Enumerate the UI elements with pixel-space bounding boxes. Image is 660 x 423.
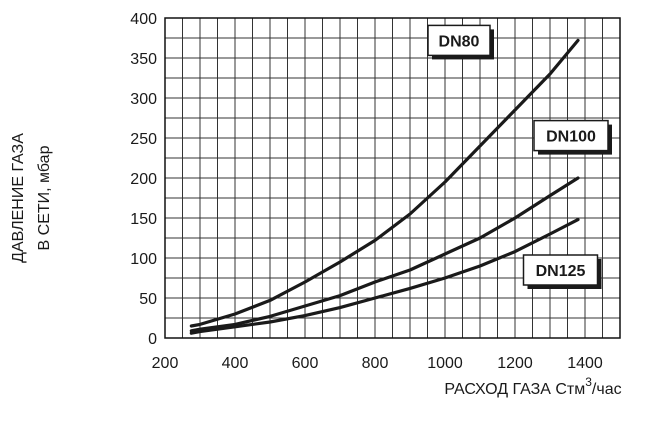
y-tick-label: 350 bbox=[130, 51, 157, 68]
series-lines bbox=[189, 38, 580, 335]
series-label-dn125: DN125 bbox=[536, 263, 586, 280]
y-tick-label: 150 bbox=[130, 211, 157, 228]
series-labels: DN80 DN100 DN125 bbox=[427, 24, 612, 289]
series-label-dn100: DN100 bbox=[546, 129, 596, 146]
tick-labels: 200 400 600 800 1000 1200 1400 0 50 100 150 200 250 3… bbox=[130, 11, 603, 372]
y-tick-label: 100 bbox=[130, 251, 157, 268]
y-axis-label-line1: ДАВЛЕНИЕ ГАЗА bbox=[10, 133, 27, 263]
plot-frame bbox=[164, 17, 621, 339]
x-tick-label: 1400 bbox=[567, 355, 603, 372]
series-label-box bbox=[522, 254, 599, 286]
y-axis-label-line2: В СЕТИ, мбар bbox=[36, 145, 53, 250]
y-tick-label: 200 bbox=[130, 171, 157, 188]
y-tick-label: 50 bbox=[139, 291, 157, 308]
x-tick-label: 400 bbox=[222, 355, 249, 372]
series-line-dn80 bbox=[189, 38, 580, 328]
x-axis-label: РАСХОД ГАЗА Стм3/час bbox=[444, 375, 621, 398]
y-tick-label: 300 bbox=[130, 91, 157, 108]
grid bbox=[164, 17, 621, 339]
y-tick-label: 400 bbox=[130, 11, 157, 28]
series-label-box bbox=[427, 24, 491, 57]
y-tick-label: 0 bbox=[148, 331, 157, 348]
y-tick-label: 250 bbox=[130, 131, 157, 148]
x-tick-label: 800 bbox=[362, 355, 389, 372]
series-line-dn100 bbox=[189, 176, 580, 333]
x-tick-label: 200 bbox=[152, 355, 179, 372]
x-tick-label: 1200 bbox=[497, 355, 533, 372]
series-label-dn80: DN80 bbox=[439, 33, 480, 50]
x-tick-label: 600 bbox=[292, 355, 319, 372]
series-label-box bbox=[533, 119, 609, 152]
x-tick-label: 1000 bbox=[427, 355, 463, 372]
series-line-dn125 bbox=[189, 218, 580, 335]
